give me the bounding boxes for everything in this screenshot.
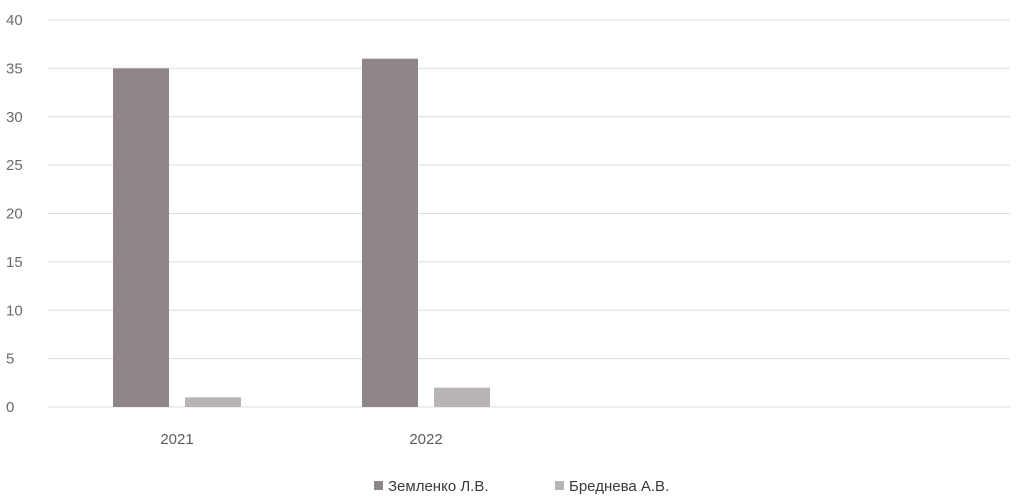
legend-swatch [555, 481, 564, 490]
legend-label: Бреднева А.В. [569, 478, 669, 495]
bars [113, 58, 490, 407]
y-tick-label: 10 [6, 302, 23, 319]
bar-series2-2022 [434, 387, 490, 407]
legend: Земленко Л.В. Бреднева А.В. [374, 478, 669, 495]
y-axis-ticks: 0 5 10 15 20 25 30 35 40 [6, 12, 23, 416]
bar-series1-2021 [113, 68, 169, 407]
y-tick-label: 30 [6, 109, 23, 126]
y-tick-label: 25 [6, 157, 23, 174]
y-tick-label: 5 [6, 351, 14, 368]
legend-swatch [374, 481, 383, 490]
bar-series2-2021 [185, 397, 241, 407]
gridlines [48, 19, 1010, 408]
x-axis-categories: 2021 2022 [160, 431, 442, 448]
y-tick-label: 15 [6, 254, 23, 271]
bar-series1-2022 [362, 58, 418, 407]
y-tick-label: 35 [6, 60, 23, 77]
y-tick-label: 0 [6, 399, 14, 416]
legend-label: Земленко Л.В. [388, 478, 489, 495]
y-tick-label: 20 [6, 206, 23, 223]
y-tick-label: 40 [6, 12, 23, 29]
x-category-label: 2022 [409, 431, 442, 448]
x-category-label: 2021 [160, 431, 193, 448]
